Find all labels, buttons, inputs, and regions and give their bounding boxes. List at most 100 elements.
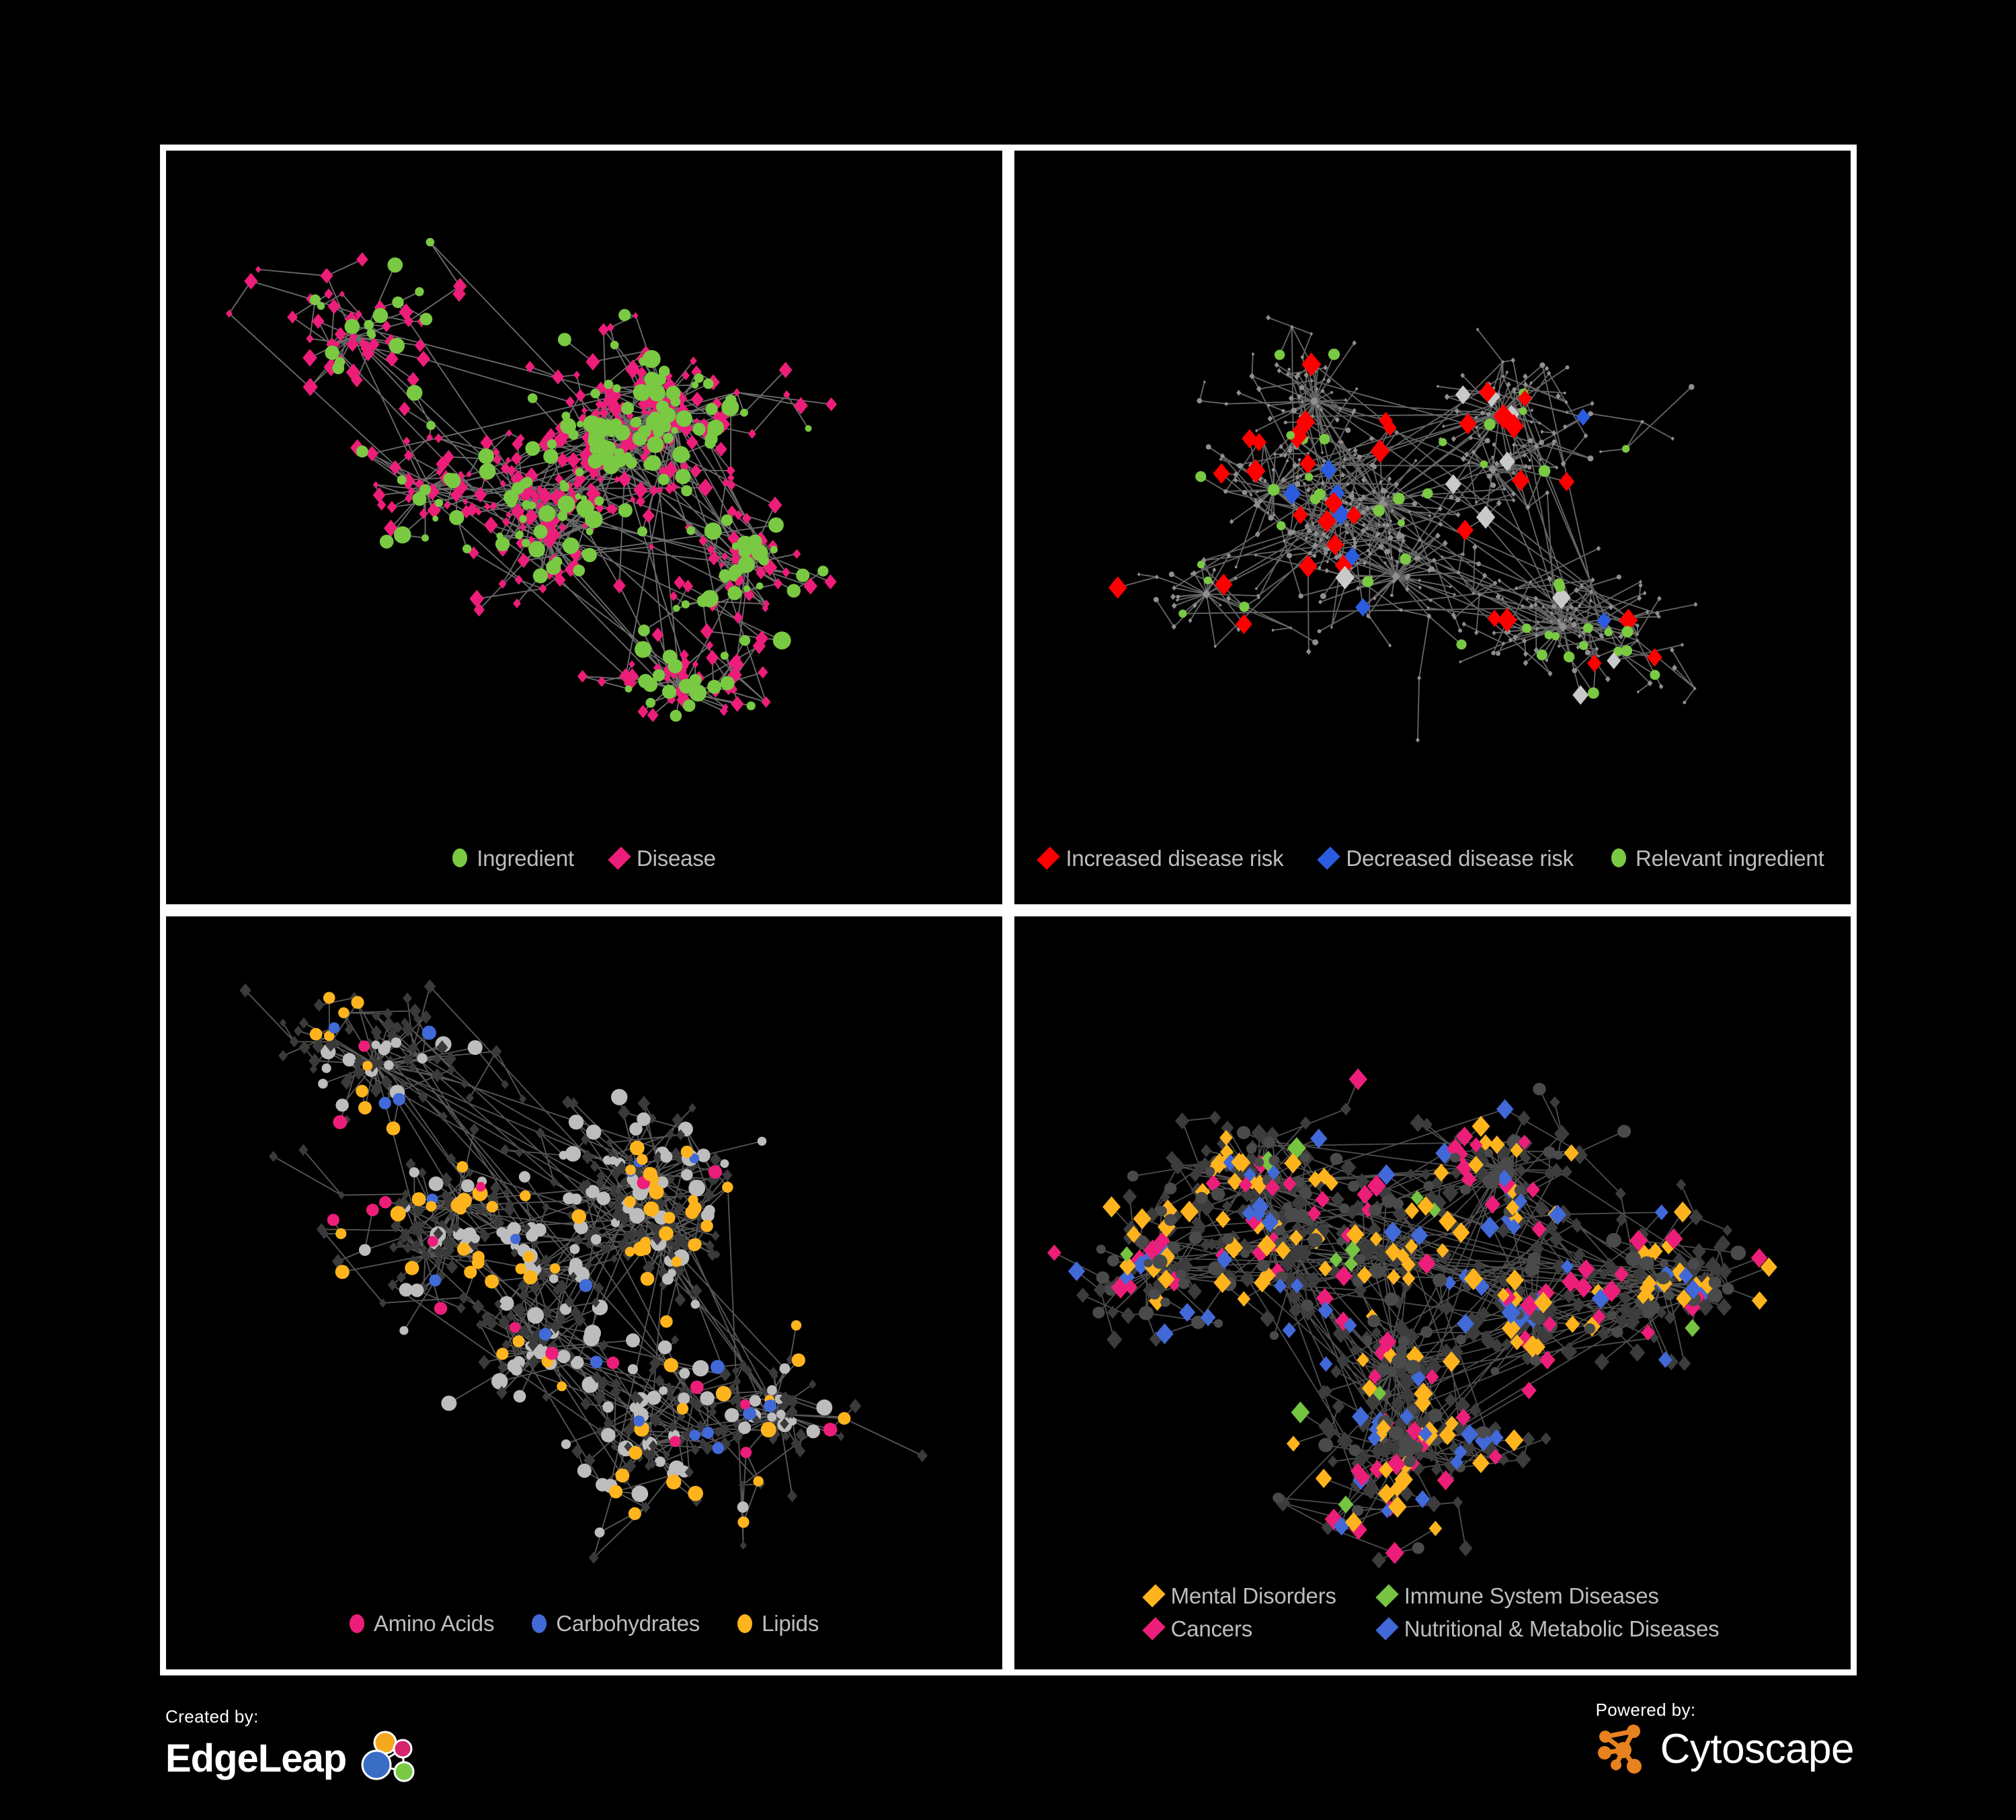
- network-node-diamond[interactable]: [1285, 372, 1290, 377]
- network-node-circle[interactable]: [389, 338, 405, 354]
- network-node-circle[interactable]: [678, 1392, 690, 1404]
- network-node-diamond[interactable]: [662, 664, 674, 678]
- network-node-circle[interactable]: [496, 1347, 509, 1360]
- network-node-circle[interactable]: [708, 1164, 723, 1179]
- network-node-circle[interactable]: [724, 1407, 739, 1423]
- network-node-diamond[interactable]: [1420, 492, 1425, 498]
- network-node-diamond[interactable]: [556, 1312, 567, 1325]
- network-node-diamond[interactable]: [599, 401, 608, 411]
- network-node-circle[interactable]: [1476, 561, 1482, 567]
- network-node-circle[interactable]: [766, 1384, 777, 1395]
- network-node-circle[interactable]: [764, 1399, 777, 1413]
- network-node-diamond[interactable]: [1385, 522, 1390, 528]
- network-node-diamond[interactable]: [403, 1054, 413, 1066]
- network-node-diamond[interactable]: [1562, 424, 1568, 430]
- network-node-circle[interactable]: [1530, 420, 1533, 424]
- network-node-diamond[interactable]: [1266, 315, 1271, 321]
- legend-item-amino-acids[interactable]: Amino Acids: [349, 1612, 494, 1634]
- network-node-diamond[interactable]: [1590, 401, 1595, 407]
- network-node-diamond[interactable]: [360, 340, 374, 356]
- network-node-diamond[interactable]: [1344, 1240, 1361, 1259]
- network-node-diamond[interactable]: [1669, 647, 1675, 653]
- network-node-circle[interactable]: [681, 600, 690, 608]
- network-node-diamond[interactable]: [602, 1242, 612, 1254]
- network-node-circle[interactable]: [1197, 561, 1205, 569]
- network-node-diamond[interactable]: [1274, 362, 1279, 368]
- network-node-diamond[interactable]: [571, 1443, 583, 1458]
- network-node-diamond[interactable]: [637, 705, 649, 719]
- network-node-diamond[interactable]: [506, 1310, 516, 1322]
- network-node-diamond[interactable]: [1260, 1309, 1275, 1327]
- network-node-diamond[interactable]: [1170, 1156, 1186, 1175]
- network-node-diamond[interactable]: [1523, 651, 1529, 658]
- network-node-diamond[interactable]: [1400, 532, 1406, 540]
- network-node-diamond[interactable]: [1625, 1312, 1640, 1331]
- network-node-circle[interactable]: [1274, 350, 1285, 360]
- network-node-circle[interactable]: [495, 537, 510, 551]
- network-node-circle[interactable]: [1239, 601, 1250, 612]
- network-node-diamond[interactable]: [1295, 410, 1316, 434]
- network-node-diamond[interactable]: [1549, 1204, 1567, 1225]
- network-node-circle[interactable]: [323, 991, 335, 1004]
- network-node-circle[interactable]: [682, 699, 696, 712]
- network-node-diamond[interactable]: [1254, 530, 1260, 538]
- network-node-diamond[interactable]: [1283, 452, 1287, 458]
- network-node-diamond[interactable]: [1603, 1257, 1616, 1272]
- network-node-circle[interactable]: [449, 510, 465, 525]
- network-node-diamond[interactable]: [1574, 1276, 1592, 1298]
- network-node-diamond[interactable]: [401, 1017, 409, 1027]
- network-node-diamond[interactable]: [427, 502, 442, 519]
- network-node-diamond[interactable]: [1337, 553, 1342, 559]
- network-node-diamond[interactable]: [1344, 500, 1348, 506]
- network-node-diamond[interactable]: [635, 496, 646, 508]
- network-node-circle[interactable]: [746, 701, 756, 711]
- network-node-diamond[interactable]: [1296, 463, 1300, 467]
- network-node-diamond[interactable]: [1264, 1231, 1283, 1253]
- network-node-diamond[interactable]: [1510, 1333, 1524, 1350]
- network-node-circle[interactable]: [1565, 365, 1570, 370]
- network-node-diamond[interactable]: [1496, 1099, 1514, 1119]
- network-node-circle[interactable]: [1486, 473, 1492, 479]
- network-node-circle[interactable]: [659, 1226, 674, 1241]
- network-node-circle[interactable]: [1286, 553, 1293, 559]
- network-node-diamond[interactable]: [1565, 1315, 1580, 1333]
- network-node-circle[interactable]: [1319, 434, 1330, 445]
- network-node-diamond[interactable]: [1237, 1290, 1251, 1306]
- network-node-diamond[interactable]: [1395, 1366, 1408, 1381]
- network-node-diamond[interactable]: [308, 1053, 321, 1068]
- network-node-circle[interactable]: [681, 485, 692, 497]
- network-node-circle[interactable]: [559, 1150, 568, 1160]
- network-node-circle[interactable]: [342, 1052, 356, 1066]
- network-node-diamond[interactable]: [553, 433, 565, 448]
- network-node-diamond[interactable]: [1192, 602, 1197, 608]
- network-node-circle[interactable]: [419, 313, 433, 325]
- network-node-diamond[interactable]: [1496, 1169, 1513, 1187]
- network-node-diamond[interactable]: [1404, 574, 1410, 581]
- network-node-circle[interactable]: [739, 635, 751, 646]
- network-node-circle[interactable]: [1708, 1275, 1722, 1289]
- network-node-diamond[interactable]: [1461, 1439, 1476, 1457]
- network-node-diamond[interactable]: [1518, 389, 1532, 407]
- network-node-circle[interactable]: [1298, 593, 1303, 599]
- network-node-diamond[interactable]: [1320, 450, 1324, 454]
- network-node-circle[interactable]: [1588, 411, 1593, 417]
- network-node-circle[interactable]: [1414, 1442, 1424, 1451]
- network-node-circle[interactable]: [1455, 1334, 1467, 1345]
- network-node-circle[interactable]: [393, 526, 411, 544]
- network-node-diamond[interactable]: [1279, 1253, 1296, 1273]
- network-node-diamond[interactable]: [1711, 1263, 1724, 1278]
- network-node-diamond[interactable]: [1452, 1496, 1463, 1509]
- network-node-circle[interactable]: [770, 545, 778, 554]
- network-node-circle[interactable]: [1355, 1253, 1366, 1264]
- cytoscape-logo[interactable]: Cytoscape: [1596, 1723, 1855, 1776]
- network-node-diamond[interactable]: [1510, 357, 1516, 363]
- network-node-diamond[interactable]: [1240, 1270, 1255, 1288]
- network-node-diamond[interactable]: [668, 1421, 677, 1433]
- network-node-diamond[interactable]: [1309, 331, 1314, 336]
- network-node-circle[interactable]: [1330, 1152, 1343, 1165]
- network-node-circle[interactable]: [1639, 1255, 1654, 1270]
- network-node-circle[interactable]: [387, 257, 403, 273]
- network-node-circle[interactable]: [1346, 482, 1350, 486]
- network-node-circle[interactable]: [663, 1211, 676, 1224]
- network-node-circle[interactable]: [1551, 439, 1557, 444]
